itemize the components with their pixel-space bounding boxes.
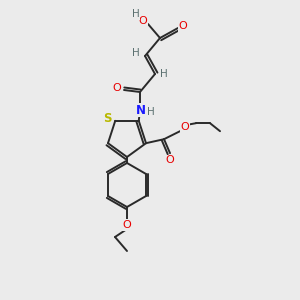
Text: H: H [132, 48, 140, 58]
Text: N: N [136, 103, 146, 116]
Text: O: O [139, 16, 147, 26]
Text: O: O [123, 220, 131, 230]
Text: H: H [160, 69, 168, 79]
Text: O: O [181, 122, 189, 132]
Text: O: O [112, 83, 122, 93]
Text: O: O [178, 21, 188, 31]
Text: H: H [147, 107, 155, 117]
Text: O: O [166, 155, 174, 165]
Text: S: S [103, 112, 112, 125]
Text: H: H [132, 9, 140, 19]
